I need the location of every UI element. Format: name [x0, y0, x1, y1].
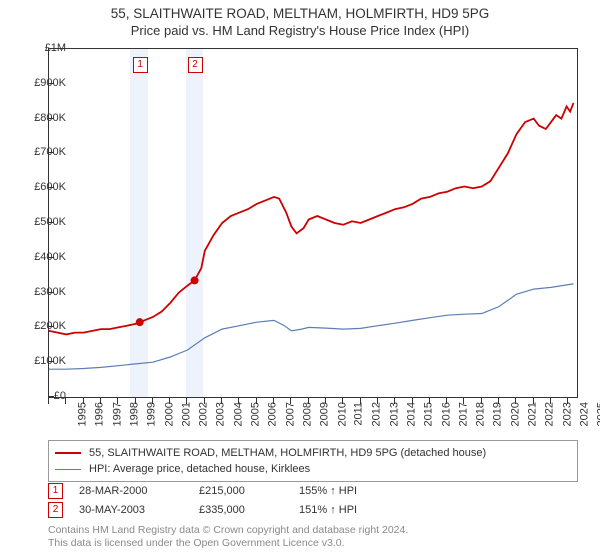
x-tick-label: 1998	[128, 402, 140, 426]
legend-swatch-hpi	[55, 469, 81, 470]
title-main: 55, SLAITHWAITE ROAD, MELTHAM, HOLMFIRTH…	[0, 6, 600, 21]
sale-price: £215,000	[199, 485, 299, 497]
sale-price: £335,000	[199, 504, 299, 516]
sale-date: 30-MAY-2003	[79, 504, 199, 516]
x-tick-label: 2018	[475, 402, 487, 426]
chart-marker-1: 1	[133, 57, 148, 73]
sale-date: 28-MAR-2000	[79, 485, 199, 497]
legend-label-property: 55, SLAITHWAITE ROAD, MELTHAM, HOLMFIRTH…	[89, 447, 486, 459]
legend-label-hpi: HPI: Average price, detached house, Kirk…	[89, 463, 310, 475]
x-tick-label: 2014	[405, 402, 417, 426]
x-tick-label: 2002	[198, 402, 210, 426]
chart-marker-2: 2	[188, 57, 203, 73]
x-tick-label: 2021	[527, 402, 539, 426]
x-tick-label: 2011	[353, 402, 365, 426]
x-tick-label: 2016	[440, 402, 452, 426]
x-tick-label: 2013	[388, 402, 400, 426]
sale-marker-icon: 2	[48, 502, 63, 518]
sale-point-1	[136, 318, 144, 326]
x-tick-label: 2023	[561, 402, 573, 426]
x-tick-label: 2000	[163, 402, 175, 426]
series-hpi	[49, 284, 574, 369]
title-block: 55, SLAITHWAITE ROAD, MELTHAM, HOLMFIRTH…	[0, 0, 600, 38]
x-tick-label: 2020	[509, 402, 521, 426]
x-tick-label: 2012	[371, 402, 383, 426]
legend-row-hpi: HPI: Average price, detached house, Kirk…	[55, 461, 571, 477]
plot-svg	[49, 49, 577, 397]
x-tick-label: 1999	[146, 402, 158, 426]
x-tick-label: 2006	[267, 402, 279, 426]
x-tick-label: 2003	[215, 402, 227, 426]
sale-point-2	[191, 276, 199, 284]
chart-container: 55, SLAITHWAITE ROAD, MELTHAM, HOLMFIRTH…	[0, 0, 600, 560]
x-tick-label: 2007	[284, 402, 296, 426]
x-tick-label: 2025	[596, 402, 600, 426]
footer-line2: This data is licensed under the Open Gov…	[48, 537, 408, 550]
title-sub: Price paid vs. HM Land Registry's House …	[0, 23, 600, 38]
x-tick-label: 2024	[579, 402, 591, 426]
footer: Contains HM Land Registry data © Crown c…	[48, 524, 408, 550]
x-tick-label: 2017	[457, 402, 469, 426]
x-tick-label: 1997	[111, 402, 123, 426]
x-tick-label: 2004	[232, 402, 244, 426]
x-tick-label: 2005	[250, 402, 262, 426]
x-tick-label: 2001	[180, 402, 192, 426]
sales-table: 1 28-MAR-2000 £215,000 155% ↑ HPI 2 30-M…	[48, 482, 578, 520]
footer-line1: Contains HM Land Registry data © Crown c…	[48, 524, 408, 537]
x-tick-label: 1995	[76, 402, 88, 426]
sale-pct: 155% ↑ HPI	[299, 485, 429, 497]
series-property	[49, 103, 574, 335]
x-tick-label: 2015	[423, 402, 435, 426]
plot-area: 12	[48, 48, 578, 398]
x-tick-label: 2008	[302, 402, 314, 426]
legend: 55, SLAITHWAITE ROAD, MELTHAM, HOLMFIRTH…	[48, 440, 578, 482]
sale-marker-icon: 1	[48, 483, 63, 499]
x-tick-label: 2022	[544, 402, 556, 426]
sale-row: 2 30-MAY-2003 £335,000 151% ↑ HPI	[48, 501, 578, 519]
legend-swatch-property	[55, 452, 81, 454]
x-tick-label: 2010	[336, 402, 348, 426]
x-tick-label: 2009	[319, 402, 331, 426]
x-tick-label: 2019	[492, 402, 504, 426]
sale-row: 1 28-MAR-2000 £215,000 155% ↑ HPI	[48, 482, 578, 500]
legend-row-property: 55, SLAITHWAITE ROAD, MELTHAM, HOLMFIRTH…	[55, 445, 571, 461]
sale-pct: 151% ↑ HPI	[299, 504, 429, 516]
x-tick-label: 1996	[94, 402, 106, 426]
